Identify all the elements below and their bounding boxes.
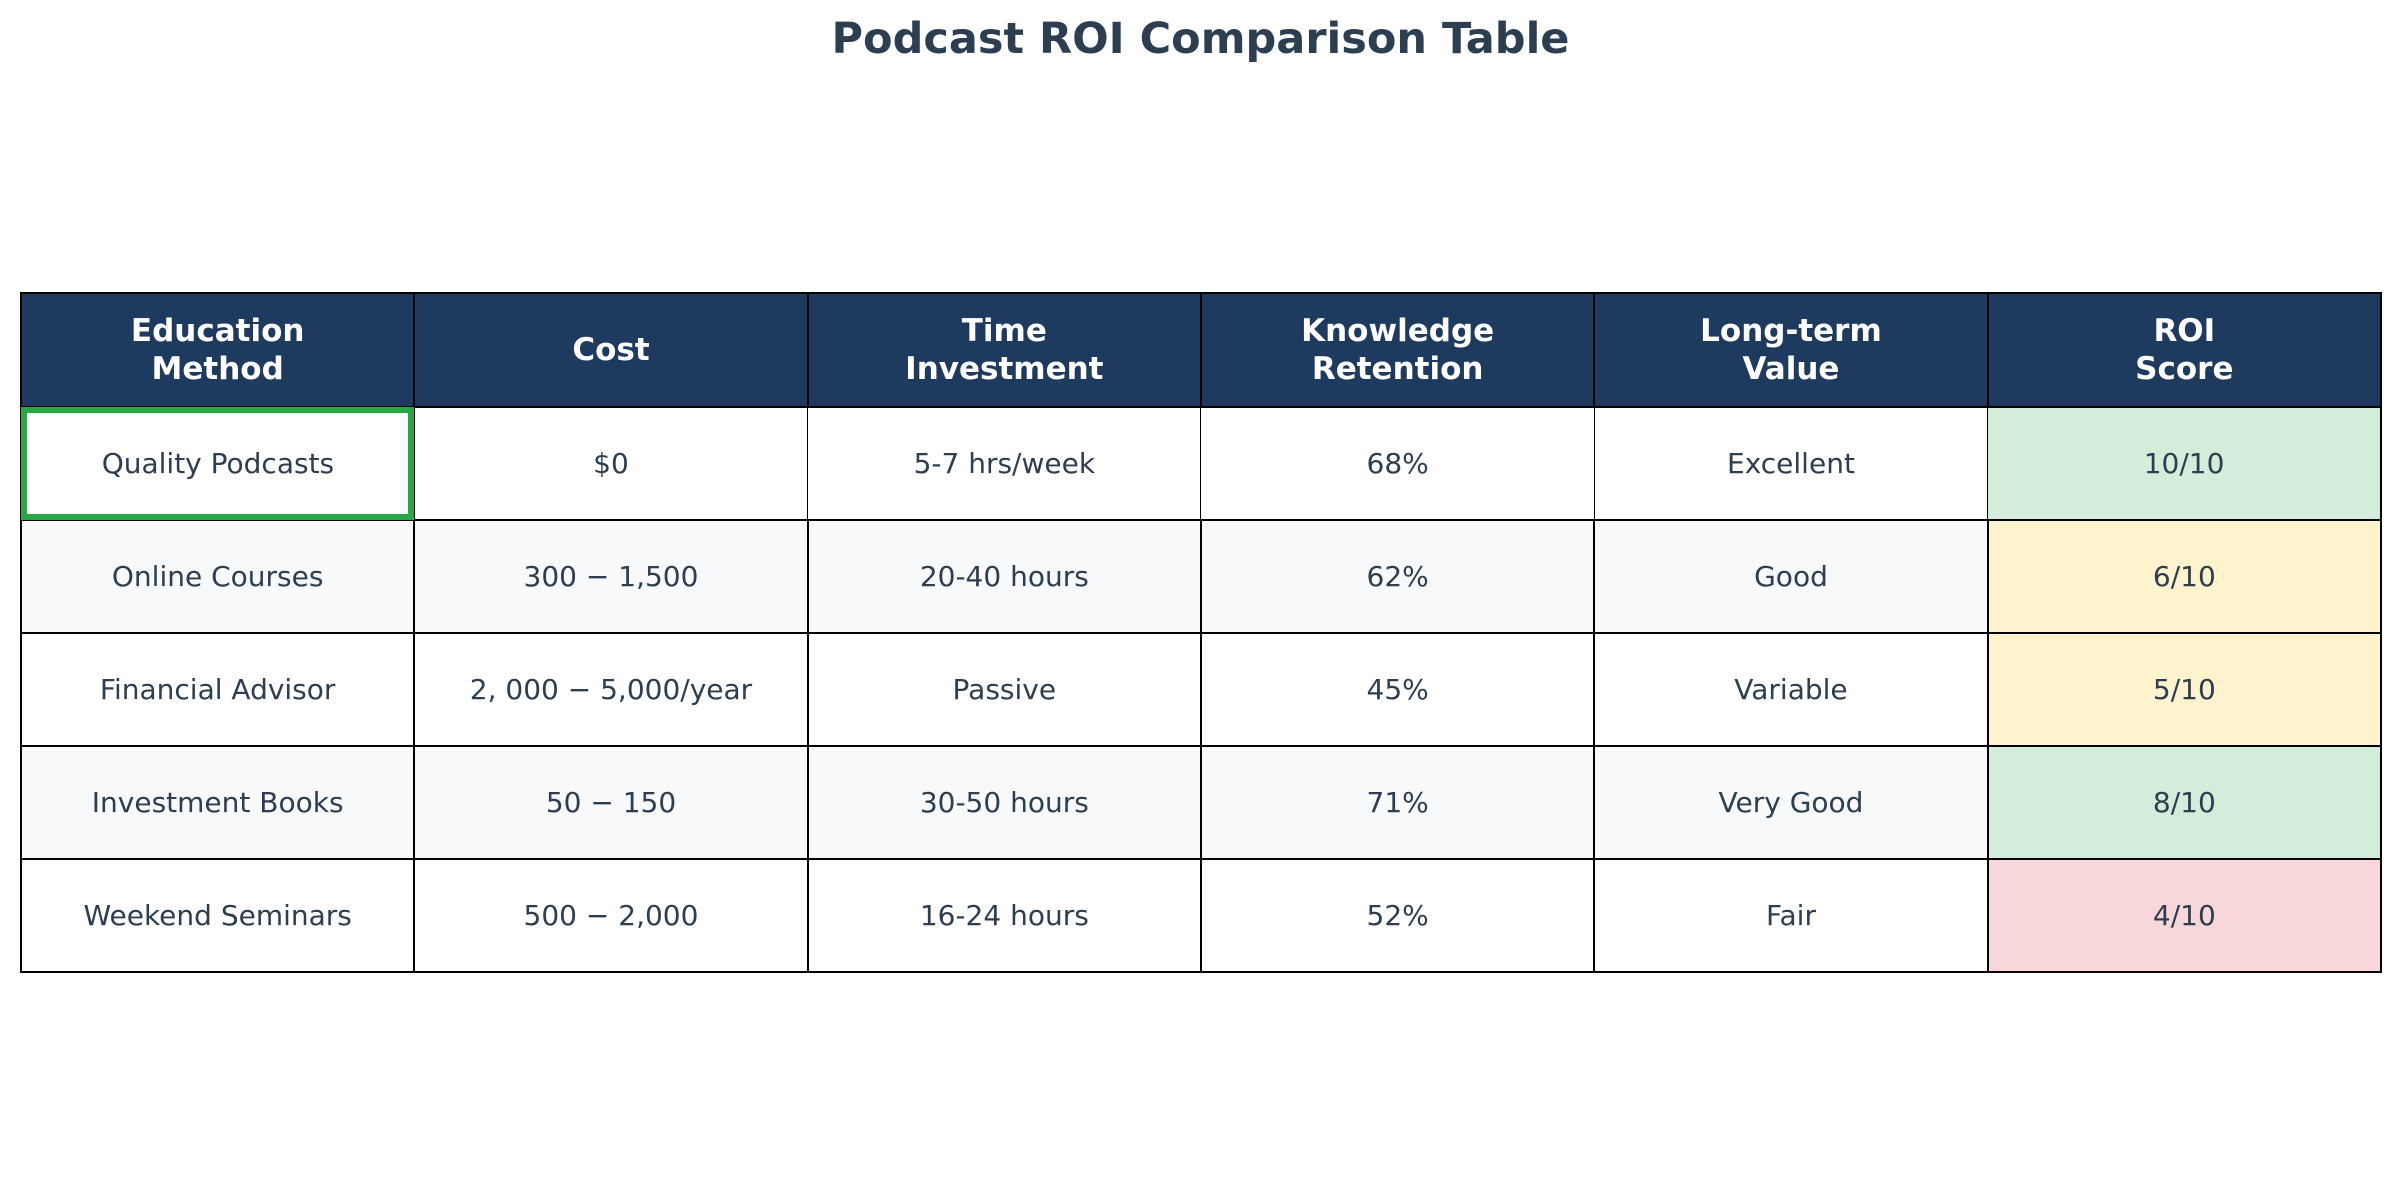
table-cell: Very Good xyxy=(1593,745,1989,860)
column-header: Education Method xyxy=(19,292,416,408)
chart-title: Podcast ROI Comparison Table xyxy=(831,14,1570,64)
table-row: Investment Books 50 − 150 30-50 hours 71% Ve… xyxy=(19,745,2383,860)
table-cell: Excellent xyxy=(1593,406,1989,521)
table-cell: Variable xyxy=(1593,632,1989,747)
table-cell: 45% xyxy=(1199,632,1596,747)
column-header: Long-term Value xyxy=(1593,292,1989,408)
column-header: ROI Score xyxy=(1986,292,2383,408)
table-row: Online Courses 300 − 1,500 20-40 hours 62% G… xyxy=(19,519,2383,634)
table-cell: 5-7 hrs/week xyxy=(807,406,1202,521)
roi-score-cell: 4/10 xyxy=(1986,858,2383,973)
table-cell: 68% xyxy=(1200,406,1595,521)
table-cell: 16-24 hours xyxy=(806,858,1202,973)
roi-score-cell: 10/10 xyxy=(1987,406,2383,521)
table-cell: 20-40 hours xyxy=(806,519,1202,634)
table-cell: Investment Books xyxy=(19,745,416,860)
table-cell: 50 − 150 xyxy=(413,745,809,860)
table-cell: $0 xyxy=(413,406,809,521)
table-row: Weekend Seminars 500 − 2,000 16-24 hours 52… xyxy=(19,858,2383,973)
roi-comparison-table: Education Method Cost Time Investment Knowl… xyxy=(19,292,2383,973)
table-cell: 500 − 2,000 xyxy=(413,858,809,973)
table-cell: Online Courses xyxy=(19,519,416,634)
table-cell: 2, 000 − 5,000/year xyxy=(413,632,809,747)
highlighted-cell: Quality Podcasts xyxy=(19,406,415,521)
table-cell: Passive xyxy=(806,632,1202,747)
column-header: Cost xyxy=(413,292,809,408)
roi-score-cell: 5/10 xyxy=(1986,632,2383,747)
table-cell: 71% xyxy=(1199,745,1596,860)
table-cell: Good xyxy=(1593,519,1989,634)
table-row: Quality Podcasts $0 5-7 hrs/week 68% Excelle… xyxy=(19,406,2383,521)
column-header: Time Investment xyxy=(806,292,1202,408)
table-cell: Weekend Seminars xyxy=(19,858,416,973)
table-cell: 300 − 1,500 xyxy=(413,519,809,634)
table-cell: 62% xyxy=(1199,519,1596,634)
table-header-row: Education Method Cost Time Investment Knowl… xyxy=(19,292,2383,408)
column-header: Knowledge Retention xyxy=(1199,292,1596,408)
table-row: Financial Advisor 2, 000 − 5,000/year Pass… xyxy=(19,632,2383,747)
roi-score-cell: 8/10 xyxy=(1986,745,2383,860)
table-cell: Fair xyxy=(1593,858,1989,973)
table-cell: Financial Advisor xyxy=(19,632,416,747)
table-cell: 52% xyxy=(1199,858,1596,973)
roi-score-cell: 6/10 xyxy=(1986,519,2383,634)
table-cell: 30-50 hours xyxy=(806,745,1202,860)
